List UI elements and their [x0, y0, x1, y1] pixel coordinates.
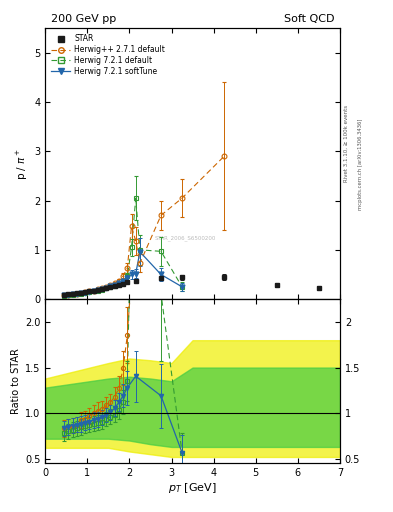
Text: Soft QCD: Soft QCD — [284, 14, 334, 24]
Text: mcplots.cern.ch [arXiv:1306.3436]: mcplots.cern.ch [arXiv:1306.3436] — [358, 118, 364, 209]
Text: STAR_2006_S6500200: STAR_2006_S6500200 — [154, 236, 216, 241]
Legend: STAR, Herwig++ 2.7.1 default, Herwig 7.2.1 default, Herwig 7.2.1 softTune: STAR, Herwig++ 2.7.1 default, Herwig 7.2… — [49, 32, 167, 78]
Y-axis label: Ratio to STAR: Ratio to STAR — [11, 348, 21, 414]
Y-axis label: p / $\pi^+$: p / $\pi^+$ — [15, 147, 30, 180]
Text: Rivet 3.1.10, ≥ 100k events: Rivet 3.1.10, ≥ 100k events — [344, 105, 349, 182]
X-axis label: $p_T$ [GeV]: $p_T$ [GeV] — [168, 481, 217, 495]
Text: 200 GeV pp: 200 GeV pp — [51, 14, 116, 24]
